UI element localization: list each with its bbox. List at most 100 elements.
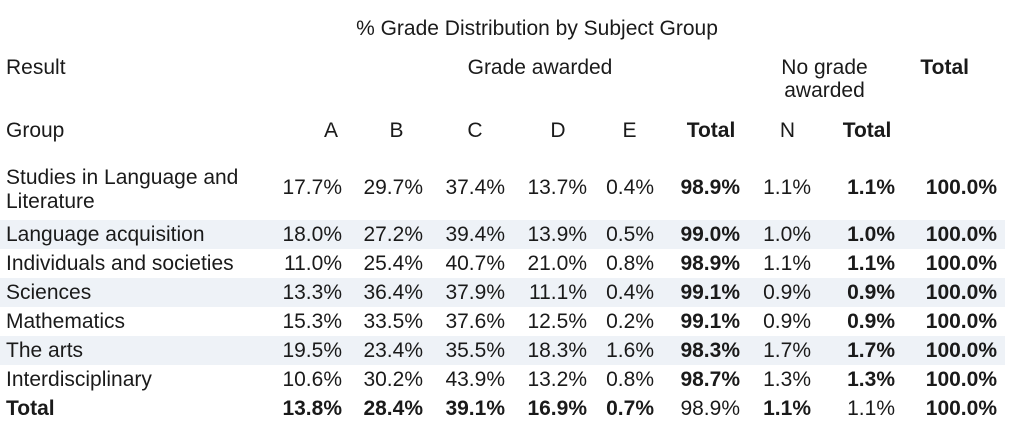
- row-value-cell: 0.9%: [748, 278, 821, 307]
- col-header-blank: [901, 106, 1005, 156]
- row-value-cell: 1.7%: [748, 336, 821, 365]
- table-row: Interdisciplinary 10.6% 30.2% 43.9% 13.2% 0.8…: [0, 365, 1005, 394]
- row-value-cell: 1.1%: [847, 396, 895, 420]
- row-value-cell: 28.4%: [363, 396, 423, 420]
- row-value-cell: 13.3%: [282, 278, 348, 307]
- row-value-cell: 100.0%: [901, 220, 1005, 249]
- header-grade-awarded: Grade awarded: [467, 56, 613, 79]
- table-row: The arts 19.5% 23.4% 35.5% 18.3% 1.6% 98.3% 1.7…: [0, 336, 1005, 365]
- col-header-d: D: [550, 119, 566, 142]
- row-value-cell: 99.1%: [660, 278, 748, 307]
- row-value-cell: 100.0%: [901, 278, 1005, 307]
- row-value-cell: 27.2%: [348, 220, 429, 249]
- row-value-cell: 39.4%: [429, 220, 511, 249]
- row-value-cell: 1.3%: [763, 367, 811, 391]
- header-no-grade-awarded: No grade awarded: [748, 50, 901, 106]
- col-header-b: B: [389, 119, 404, 142]
- row-value-cell: 1.1%: [847, 176, 895, 199]
- row-value-cell: 12.5%: [527, 309, 587, 333]
- row-value-cell: 100.0%: [925, 176, 997, 199]
- table-title: % Grade Distribution by Subject Group: [356, 17, 718, 40]
- row-value-cell: 19.5%: [282, 336, 348, 365]
- row-value-cell: 98.3%: [660, 336, 748, 365]
- row-value-cell: 16.9%: [527, 396, 587, 420]
- row-value-cell: 21.0%: [527, 251, 587, 275]
- row-value-cell: 100.0%: [925, 367, 997, 391]
- row-value-cell: 1.6%: [593, 336, 660, 365]
- col-header-e: E: [622, 119, 637, 142]
- col-header-grade-total: Total: [686, 119, 736, 142]
- row-value-cell: 98.9%: [680, 176, 740, 199]
- row-group-label: Mathematics: [6, 309, 126, 333]
- row-group-label: Studies in Language and Literature: [6, 166, 239, 213]
- row-value-cell: 40.7%: [445, 251, 505, 275]
- header-group: Group: [6, 119, 65, 142]
- row-value-cell: 18.0%: [282, 220, 348, 249]
- row-value-cell: 1.1%: [763, 251, 811, 275]
- row-value-cell: 35.5%: [429, 336, 511, 365]
- table-row: Sciences 13.3% 36.4% 37.9% 11.1% 0.4% 99.1% 0.9…: [0, 278, 1005, 307]
- row-value-cell: 1.3%: [847, 367, 895, 391]
- table-body: Studies in Language and Literature 17.7% 2…: [0, 156, 1005, 423]
- header-row-result: Result Grade awarded No grade awarded To…: [0, 50, 1005, 106]
- row-value-cell: 37.9%: [429, 278, 511, 307]
- row-value-cell: 98.9%: [680, 396, 740, 420]
- row-value-cell: 0.7%: [606, 396, 654, 420]
- table-row: Studies in Language and Literature 17.7% 2…: [0, 156, 1005, 220]
- row-value-cell: 30.2%: [363, 367, 423, 391]
- row-value-cell: 99.0%: [660, 220, 748, 249]
- row-value-cell: 17.7%: [282, 176, 342, 199]
- row-value-cell: 98.9%: [680, 251, 740, 275]
- table-row: Mathematics 15.3% 33.5% 37.6% 12.5% 0.2% 99.1%…: [0, 307, 1005, 336]
- row-value-cell: 100.0%: [925, 251, 997, 275]
- row-value-cell: 11.0%: [284, 251, 342, 275]
- row-value-cell: 13.9%: [511, 220, 593, 249]
- table-total-row: Total 13.8% 28.4% 39.1% 16.9% 0.7% 98.9% 1.1% 1.…: [0, 394, 1005, 423]
- row-value-cell: 37.4%: [445, 176, 505, 199]
- row-value-cell: 13.2%: [527, 367, 587, 391]
- row-group-label: Total: [6, 396, 55, 420]
- col-header-n: N: [779, 119, 796, 142]
- col-header-no-grade-total: Total: [842, 119, 892, 142]
- row-value-cell: 29.7%: [363, 176, 423, 199]
- table-row: Individuals and societies 11.0% 25.4% 40.7%…: [0, 249, 1005, 278]
- row-value-cell: 1.1%: [763, 176, 811, 199]
- row-value-cell: 23.4%: [348, 336, 429, 365]
- header-total: Total: [920, 56, 969, 79]
- row-value-cell: 100.0%: [925, 309, 997, 333]
- row-value-cell: 0.2%: [606, 309, 654, 333]
- row-value-cell: 0.8%: [606, 251, 654, 275]
- row-value-cell: 99.1%: [680, 309, 740, 333]
- row-value-cell: 39.1%: [445, 396, 505, 420]
- row-value-cell: 13.7%: [527, 176, 587, 199]
- row-value-cell: 33.5%: [363, 309, 423, 333]
- row-value-cell: 18.3%: [511, 336, 593, 365]
- row-group-label: Language acquisition: [0, 220, 282, 249]
- row-value-cell: 0.8%: [606, 367, 654, 391]
- grade-distribution-table: Result Grade awarded No grade awarded To…: [0, 50, 1005, 423]
- row-value-cell: 11.1%: [511, 278, 593, 307]
- row-group-label: Individuals and societies: [6, 251, 234, 275]
- row-value-cell: 100.0%: [901, 336, 1005, 365]
- row-value-cell: 0.4%: [606, 176, 654, 199]
- row-group-label: Sciences: [0, 278, 282, 307]
- row-value-cell: 43.9%: [445, 367, 505, 391]
- row-value-cell: 1.7%: [821, 336, 901, 365]
- row-value-cell: 0.5%: [593, 220, 660, 249]
- col-header-a: A: [323, 119, 338, 142]
- header-row-group: Group A B C D E Total N Total: [0, 106, 1005, 156]
- row-group-label: Interdisciplinary: [6, 367, 152, 391]
- col-header-c: C: [467, 119, 483, 142]
- row-value-cell: 0.9%: [821, 278, 901, 307]
- row-value-cell: 0.4%: [593, 278, 660, 307]
- header-no-grade-awarded-text: No grade awarded: [781, 56, 868, 102]
- row-value-cell: 13.8%: [282, 396, 342, 420]
- row-value-cell: 1.0%: [748, 220, 821, 249]
- row-group-label: The arts: [0, 336, 282, 365]
- row-value-cell: 10.6%: [282, 367, 342, 391]
- header-result: Result: [6, 56, 66, 79]
- row-value-cell: 37.6%: [445, 309, 505, 333]
- row-value-cell: 1.1%: [763, 396, 811, 420]
- table-row: Language acquisition 18.0% 27.2% 39.4% 13.9%…: [0, 220, 1005, 249]
- row-value-cell: 36.4%: [348, 278, 429, 307]
